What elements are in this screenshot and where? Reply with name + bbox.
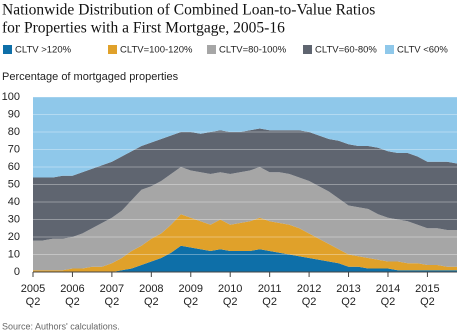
y-tick-label: 50 (8, 178, 20, 190)
y-tick-label: 70 (8, 143, 20, 155)
y-tick-label: 10 (8, 248, 20, 260)
x-tick-label: 2013 (336, 283, 360, 295)
area (33, 97, 457, 178)
x-tick-label: Q2 (223, 296, 238, 308)
x-tick-label: 2010 (218, 283, 242, 295)
x-tick-label: 2005 (21, 283, 45, 295)
x-tick-label: 2012 (297, 283, 321, 295)
chart-title: Nationwide Distribution of Combined Loan… (2, 2, 375, 19)
legend-label: CLTV <60% (397, 45, 448, 56)
x-tick-label: Q2 (65, 296, 80, 308)
legend-swatch (3, 45, 12, 54)
x-tick-label: Q2 (144, 296, 159, 308)
area (33, 167, 457, 271)
legend-swatch (385, 45, 394, 54)
x-tick-label: 2008 (139, 283, 163, 295)
y-tick-label: 100 (2, 91, 20, 103)
chart-title: for Properties with a First Mortgage, 20… (2, 20, 285, 37)
area (33, 245, 457, 272)
legend-label: CLTV >120% (15, 45, 72, 56)
x-tick-label: Q2 (262, 296, 277, 308)
legend-swatch (303, 45, 312, 54)
x-tick-label: 2011 (258, 283, 282, 295)
x-tick-label: Q2 (26, 296, 41, 308)
x-tick-label: Q2 (105, 296, 120, 308)
x-tick-label: Q2 (302, 296, 317, 308)
source-note: Source: Authors' calculations. (2, 321, 120, 331)
legend-label: CLTV=80-100% (219, 45, 287, 56)
y-tick-label: 80 (8, 126, 20, 138)
y-tick-label: 90 (8, 108, 20, 120)
area (33, 128, 457, 241)
legend-swatch (108, 45, 117, 54)
x-tick-label: 2014 (376, 283, 400, 295)
y-tick-label: 0 (14, 266, 20, 278)
x-tick-label: Q2 (420, 296, 435, 308)
y-tick-label: 30 (8, 213, 20, 225)
legend-swatch (207, 45, 216, 54)
x-tick-label: Q2 (183, 296, 198, 308)
x-tick-label: 2006 (60, 283, 84, 295)
y-tick-label: 40 (8, 196, 20, 208)
legend-label: CLTV=100-120% (120, 45, 193, 56)
y-tick-label: 60 (8, 161, 20, 173)
x-tick-label: 2009 (179, 283, 203, 295)
x-tick-label: 2015 (415, 283, 439, 295)
y-tick-label: 20 (8, 231, 20, 243)
y-axis-label: Percentage of mortgaged properties (2, 71, 179, 83)
x-tick-label: Q2 (381, 296, 396, 308)
area (33, 214, 457, 272)
x-tick-label: Q2 (341, 296, 356, 308)
x-tick-label: 2007 (100, 283, 124, 295)
legend-label: CLTV=60-80% (315, 45, 377, 56)
